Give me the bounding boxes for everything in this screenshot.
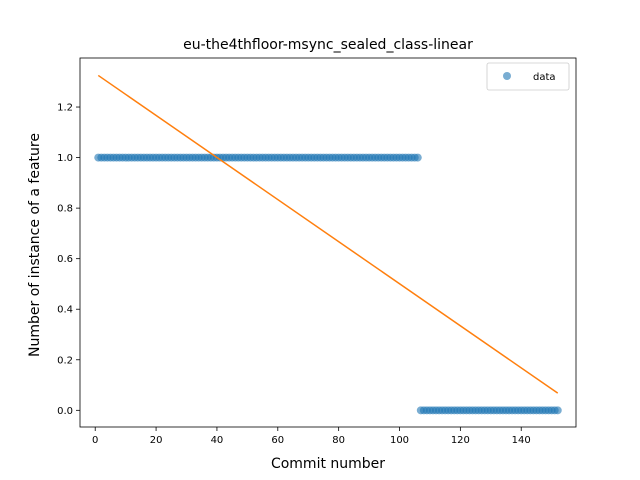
legend-entry: data [533, 72, 556, 83]
axes: 0 20 40 60 80 100 120 140 0.0 0.2 0.4 0.6 0.8 1.0 1.2 [57, 57, 577, 446]
x-tick-label: 80 [332, 435, 345, 446]
plot-area [94, 74, 562, 415]
x-tick-label: 20 [150, 435, 163, 446]
x-axis-label: Commit number [271, 456, 385, 472]
data-point [553, 406, 562, 415]
x-tick-label: 60 [271, 435, 284, 446]
fit-line [97, 74, 559, 394]
plot-marks [94, 74, 562, 415]
y-axis-label: Number of instance of a feature [27, 133, 43, 357]
x-tick-label: 120 [451, 435, 470, 446]
y-tick-label: 0.6 [57, 254, 73, 265]
x-tick-label: 40 [211, 435, 224, 446]
axes-frame [79, 57, 577, 428]
y-tick-label: 1.0 [57, 153, 73, 164]
data-point [413, 153, 422, 162]
legend-marker [503, 72, 511, 80]
y-tick-label: 1.2 [57, 103, 73, 114]
legend: data [486, 62, 570, 91]
x-tick-label: 100 [390, 435, 409, 446]
y-tick-label: 0.4 [57, 305, 73, 316]
chart-title: eu-the4thfloor-msync_sealed_class-linear [183, 37, 473, 53]
x-tick-label: 140 [512, 435, 531, 446]
y-tick-label: 0.8 [57, 204, 73, 215]
x-tick-label: 0 [92, 435, 98, 446]
y-tick-label: 0.2 [57, 355, 73, 366]
y-tick-label: 0.0 [57, 406, 73, 417]
legend-box [486, 62, 570, 91]
